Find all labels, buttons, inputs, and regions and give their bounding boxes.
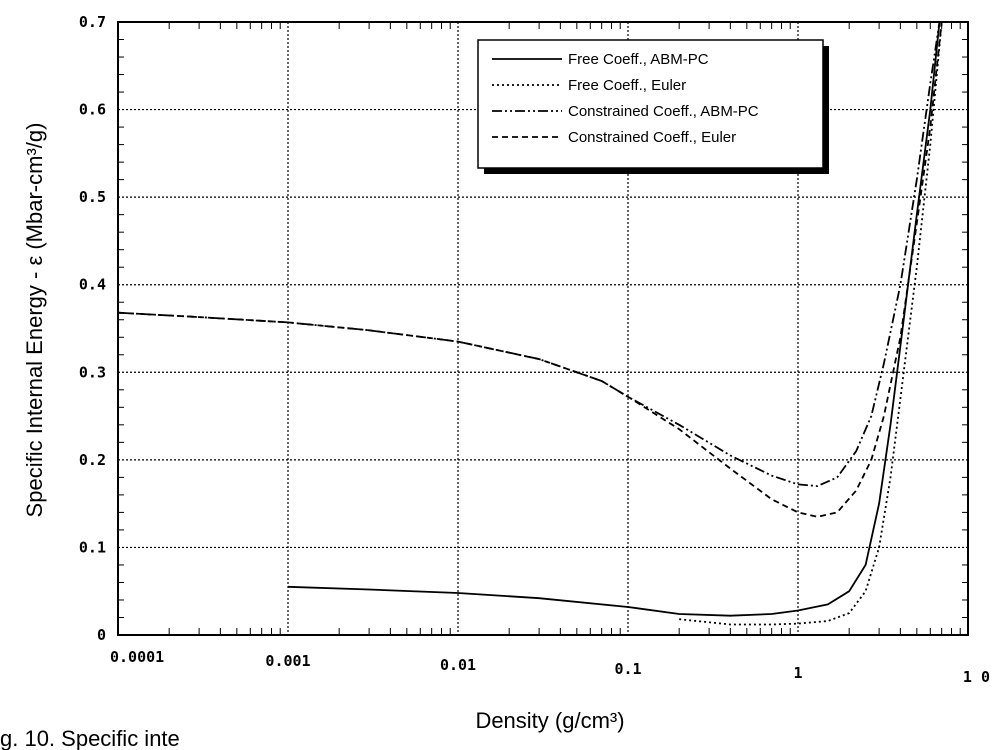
series-line-4 bbox=[117, 21, 943, 518]
x-tick-label: 0.001 bbox=[265, 652, 310, 670]
y-axis-label: Specific Internal Energy - ε (Mbar-cm³/g… bbox=[22, 123, 47, 518]
axes bbox=[117, 21, 969, 636]
legend-label-2: Free Coeff., Euler bbox=[568, 77, 686, 94]
series-lines bbox=[117, 21, 943, 626]
y-tick-label: 0.4 bbox=[79, 276, 106, 294]
y-tick-label: 0.3 bbox=[79, 363, 106, 381]
x-axis-label: Density (g/cm³) bbox=[475, 708, 624, 733]
legend-label-3: Constrained Coeff., ABM-PC bbox=[568, 103, 759, 120]
y-tick-label: 0.1 bbox=[79, 538, 106, 556]
figure-caption-fragment: g. 10. Specific inte bbox=[0, 726, 180, 750]
x-tick-label: 0.01 bbox=[440, 656, 476, 674]
y-tick-label: 0.2 bbox=[79, 451, 106, 469]
legend-label-1: Free Coeff., ABM-PC bbox=[568, 51, 709, 68]
x-tick-label: 0.0001 bbox=[110, 648, 164, 666]
y-tick-label: 0.7 bbox=[79, 13, 106, 31]
legend-box bbox=[477, 39, 824, 169]
legend-label-4: Constrained Coeff., Euler bbox=[568, 129, 736, 146]
axis-titles: Density (g/cm³) Specific Internal Energy… bbox=[0, 123, 625, 750]
x-tick-label: 1 0 bbox=[963, 668, 990, 686]
y-tick-label: 0.5 bbox=[79, 188, 106, 206]
x-tick-label: 1 bbox=[793, 664, 802, 682]
tick-labels: 0 0.1 0.2 0.3 0.4 0.5 0.6 0.7 0.0001 0.001 0.01 0.1… bbox=[79, 13, 990, 686]
x-tick-label: 0.1 bbox=[614, 660, 641, 678]
y-tick-label: 0 bbox=[97, 626, 106, 644]
legend: Free Coeff., ABM-PC Free Coeff., Euler Con… bbox=[477, 39, 829, 174]
plot-frame bbox=[117, 21, 969, 636]
y-tick-label: 0.6 bbox=[79, 101, 106, 119]
